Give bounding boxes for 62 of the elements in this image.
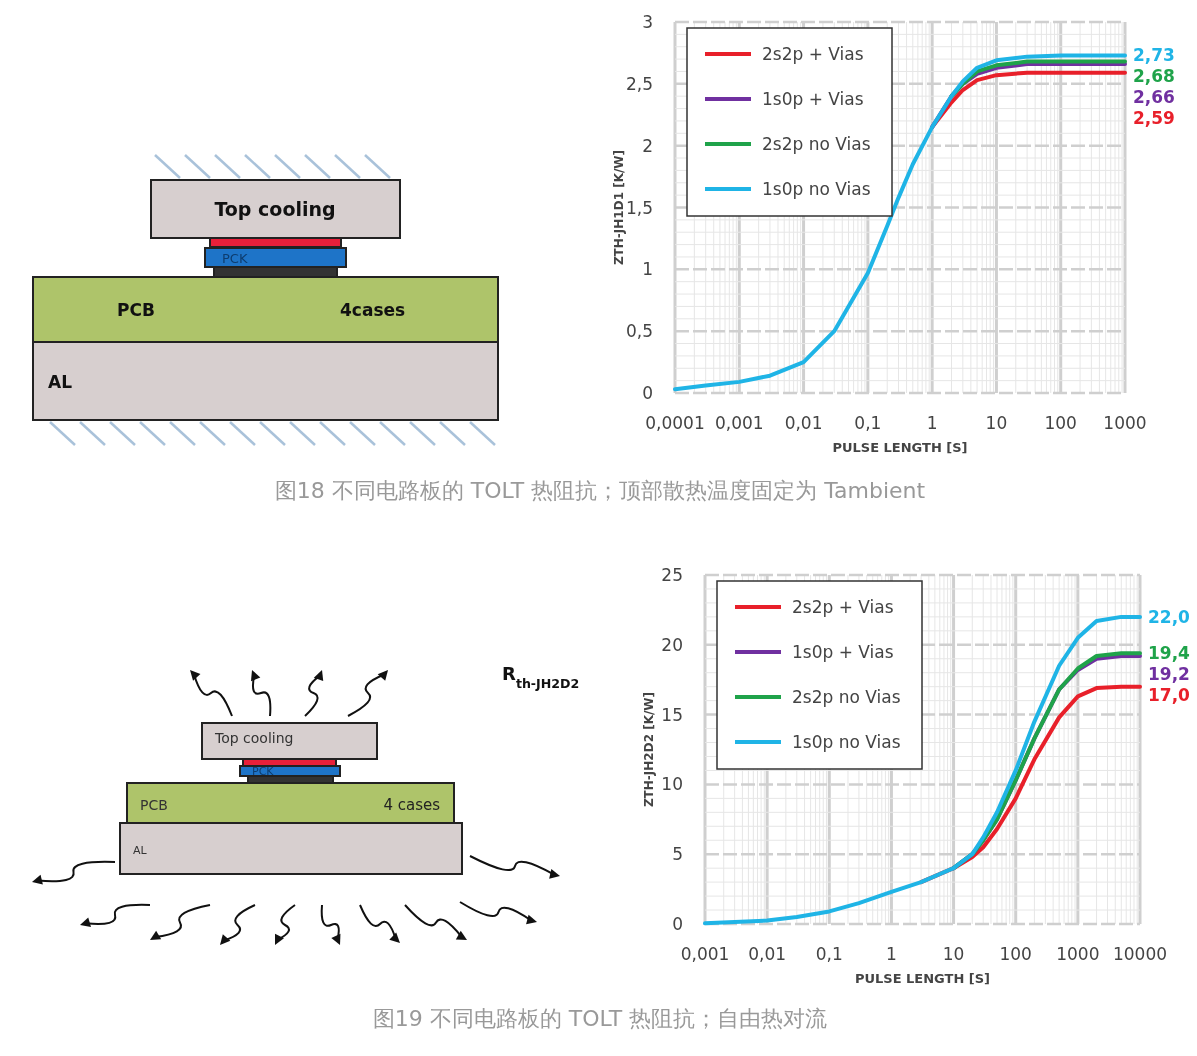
legend-label: 1s0p no Vias [762, 179, 871, 199]
x-tick-label: 10 [942, 944, 965, 964]
y-tick-label: 0 [672, 914, 683, 934]
x-tick-label: 0,01 [748, 944, 787, 964]
x-tick-label: 1000 [1103, 413, 1147, 433]
data-label: 2,66 [1133, 87, 1175, 108]
data-label: 17,0 [1148, 685, 1191, 706]
y-tick-label: 1 [642, 259, 653, 280]
text: PCB [117, 300, 155, 320]
x-axis-title: PULSE LENGTH [S] [832, 440, 968, 455]
text: 4 cases [383, 796, 441, 814]
y-axis-title: ZTH-JH1D1 [K/W] [612, 149, 626, 266]
text: PCB [140, 797, 168, 813]
legend-label: 2s2p + Vias [762, 44, 864, 64]
caption: 图18 不同电路板的 TOLT 热阻抗；顶部散热温度固定为 Tambient [274, 478, 926, 503]
x-axis-title: PULSE LENGTH [S] [854, 971, 991, 986]
data-label: 2,59 [1133, 108, 1175, 129]
data-label: 19,2 [1148, 664, 1190, 685]
text: AL [48, 372, 73, 392]
data-label: 22,0 [1148, 606, 1191, 627]
text: R$_{th-JH2D2}$ [502, 663, 580, 691]
legend-label: 2s2p no Vias [792, 687, 901, 707]
data-label: 2,68 [1133, 66, 1175, 87]
x-tick-label: 0,1 [815, 944, 843, 964]
text: Top cooling [214, 198, 336, 220]
x-tick-label: 0,01 [784, 413, 823, 433]
y-tick-label: 10 [661, 774, 683, 795]
y-tick-label: 0,5 [625, 321, 653, 342]
legend-label: 2s2p + Vias [792, 597, 894, 617]
legend-label: 1s0p no Vias [792, 732, 901, 752]
caption: 图19 不同电路板的 TOLT 热阻抗；自由热对流 [372, 1006, 828, 1031]
x-tick-label: 10 [985, 413, 1008, 433]
x-tick-label: 1 [886, 944, 897, 964]
text: PCK [222, 251, 248, 266]
y-tick-label: 2 [642, 135, 653, 156]
x-tick-label: 100 [1044, 413, 1077, 433]
text: PCK [252, 765, 275, 778]
y-tick-label: 2,5 [625, 73, 653, 94]
x-tick-label: 0,0001 [645, 413, 705, 433]
text: Top cooling [214, 730, 294, 746]
legend-label: 1s0p + Vias [762, 89, 864, 109]
legend-label: 1s0p + Vias [792, 642, 894, 662]
y-tick-label: 25 [661, 565, 683, 585]
y-tick-label: 20 [661, 634, 683, 655]
y-tick-label: 3 [642, 12, 653, 32]
y-tick-label: 5 [672, 844, 683, 865]
x-tick-label: 0,1 [854, 413, 882, 433]
x-tick-label: 1 [926, 413, 938, 433]
x-tick-label: 100 [999, 944, 1032, 964]
y-tick-label: 15 [661, 704, 683, 725]
x-tick-label: 0,001 [714, 413, 764, 433]
y-tick-label: 1,5 [625, 197, 653, 218]
y-axis-title: ZTH-JH2D2 [K/W] [642, 691, 656, 808]
text: AL [133, 844, 148, 857]
data-label: 2,73 [1133, 45, 1175, 66]
data-label: 19,4 [1148, 643, 1191, 664]
x-tick-label: 0,001 [680, 944, 730, 964]
text: 4cases [340, 300, 406, 320]
x-tick-label: 1000 [1056, 944, 1100, 964]
x-tick-label: 10000 [1112, 944, 1168, 964]
y-tick-label: 0 [642, 383, 653, 403]
legend-label: 2s2p no Vias [762, 134, 871, 154]
